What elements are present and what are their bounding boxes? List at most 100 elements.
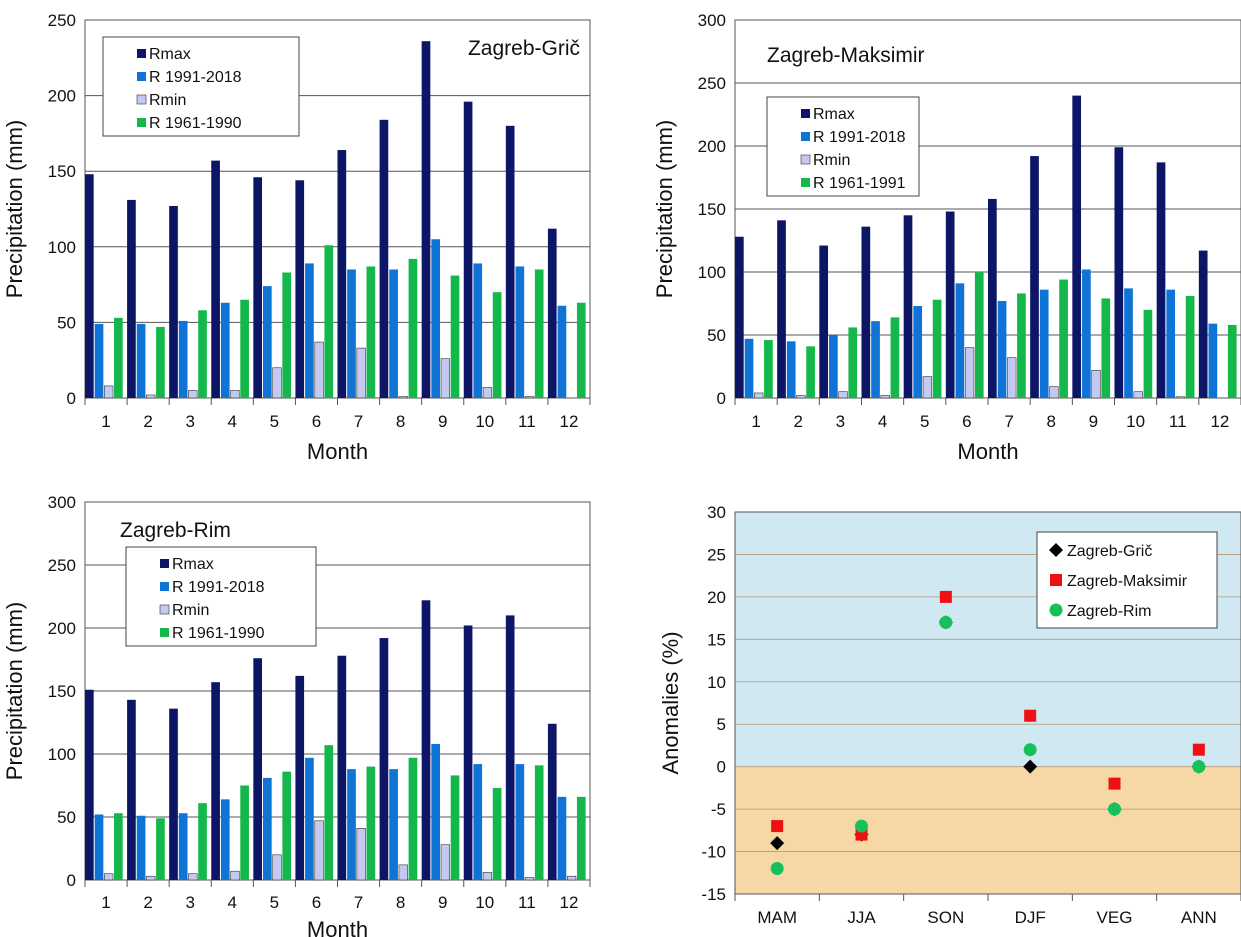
bar-rmax	[505, 615, 515, 880]
x-tick-label: 4	[878, 412, 887, 431]
bar-rmax	[337, 150, 347, 398]
bar-r_old	[324, 745, 334, 880]
legend-marker-maksimir	[1050, 574, 1062, 586]
bar-rmax	[1156, 162, 1166, 398]
bar-rmax	[505, 125, 515, 398]
y-tick-label: 50	[57, 808, 76, 827]
x-tick-label: 12	[559, 412, 578, 431]
bar-r_recent	[94, 814, 104, 880]
x-tick-label: 7	[354, 412, 363, 431]
bar-r_old	[492, 788, 502, 880]
bar-r_recent	[1039, 289, 1049, 398]
x-tick-label: DJF	[1015, 908, 1046, 927]
marker-gric	[1023, 759, 1038, 774]
bar-r_old	[890, 317, 900, 398]
marker-rim	[855, 819, 868, 833]
bar-r_old	[1143, 309, 1153, 398]
bar-rmax	[421, 600, 431, 880]
bar-rmin	[398, 396, 408, 399]
x-axis-label: Month	[957, 439, 1018, 464]
legend-label: R 1991-2018	[172, 579, 265, 596]
bar-r_old	[1017, 293, 1026, 398]
legend-swatch-rmax	[801, 109, 810, 118]
bar-r_recent	[263, 777, 272, 880]
bar-r_old	[282, 272, 292, 398]
legend-box	[766, 96, 920, 197]
x-tick-label: 11	[518, 893, 536, 912]
bar-r_old	[492, 292, 502, 398]
bar-r_recent	[1166, 289, 1176, 398]
bar-rmin	[796, 395, 806, 399]
legend-label: R 1991-2018	[149, 69, 242, 86]
y-tick-label: 200	[698, 137, 726, 156]
x-tick-label: 5	[920, 412, 929, 431]
bar-rmax	[85, 689, 94, 880]
legend-swatch-rmin	[136, 94, 147, 105]
bar-r_old	[764, 340, 773, 398]
bar-r_recent	[94, 323, 104, 398]
x-tick-label: 4	[228, 412, 237, 431]
x-tick-label: 4	[228, 893, 237, 912]
bar-rmin	[230, 870, 240, 881]
bar-rmax	[379, 638, 389, 880]
legend-label: Zagreb-Grič	[1067, 543, 1152, 560]
bar-rmin	[964, 347, 975, 399]
x-tick-label: 1	[751, 412, 760, 431]
x-tick-label: 11	[1169, 412, 1187, 431]
x-tick-label: 3	[185, 893, 194, 912]
legend-label: Rmin	[813, 152, 850, 169]
bar-r_old	[974, 272, 984, 398]
legend-swatch-r_old	[801, 178, 810, 187]
marker-maksimir	[1108, 777, 1121, 790]
bar-rmax	[211, 160, 220, 398]
bar-r_recent	[431, 743, 441, 880]
marker-rim	[1023, 743, 1037, 757]
x-tick-label: ANN	[1181, 908, 1217, 927]
marker-rim	[1108, 802, 1121, 816]
bar-r_old	[324, 245, 334, 398]
y-axis-label: Precipitation (mm)	[652, 120, 677, 298]
legend-marker-gric	[1049, 543, 1063, 557]
legend-swatch-rmin	[800, 154, 811, 165]
x-tick-label: VEG	[1097, 908, 1133, 927]
y-tick-label: 150	[48, 162, 76, 181]
x-axis-label: Month	[307, 917, 368, 937]
x-tick-label: 5	[270, 412, 279, 431]
bar-r_old	[806, 346, 815, 398]
bar-r_old	[450, 275, 460, 398]
y-tick-label: 0	[67, 389, 76, 408]
marker-rim	[1192, 760, 1206, 774]
bar-r_recent	[913, 306, 923, 398]
bar-r_old	[932, 299, 942, 398]
bar-rmin	[880, 395, 890, 399]
bar-r_recent	[871, 321, 880, 398]
bar-r_recent	[178, 320, 188, 398]
x-tick-label: 10	[475, 893, 494, 912]
y-tick-label: 20	[707, 588, 726, 607]
marker-maksimir	[771, 820, 784, 833]
bar-r_old	[576, 302, 586, 398]
bar-rmin	[104, 385, 114, 399]
bar-rmin	[482, 387, 493, 399]
bar-r_recent	[1082, 269, 1091, 398]
bar-r_old	[408, 757, 418, 880]
bar-rmin	[356, 828, 366, 881]
bar-rmax	[988, 198, 997, 398]
marker-maksimir	[1192, 743, 1205, 756]
bar-rmax	[547, 723, 557, 880]
bar-rmin	[1049, 386, 1059, 399]
bar-r_old	[1059, 279, 1068, 398]
x-tick-label: 6	[312, 412, 321, 431]
bar-r_recent	[955, 283, 965, 398]
bar-r_recent	[220, 302, 230, 398]
bar-r_old	[366, 766, 376, 880]
bar-rmin	[566, 875, 577, 881]
marker-maksimir	[939, 590, 952, 603]
x-tick-label: 2	[794, 412, 803, 431]
bar-rmax	[463, 101, 473, 398]
bar-r_recent	[473, 764, 483, 880]
legend-label: Zagreb-Rim	[1067, 603, 1151, 620]
